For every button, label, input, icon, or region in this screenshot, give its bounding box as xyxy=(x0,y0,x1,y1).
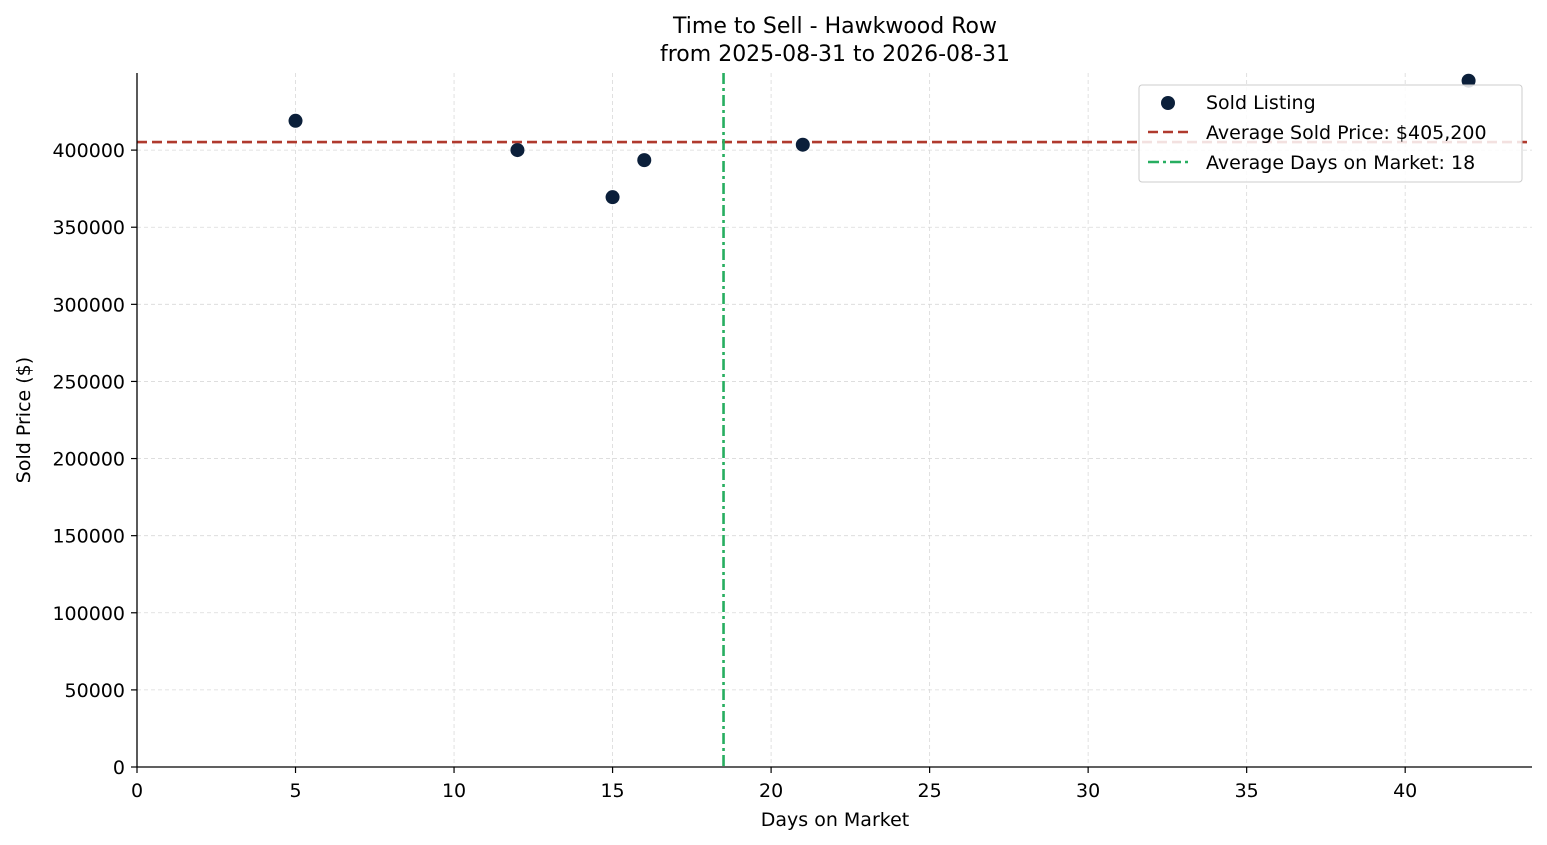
x-tick-label: 30 xyxy=(1076,780,1100,802)
x-tick-label: 40 xyxy=(1393,780,1417,802)
x-ticks: 0 5 10 15 20 25 30 35 40 xyxy=(131,767,1417,802)
x-tick-label: 10 xyxy=(442,780,466,802)
x-axis-label: Days on Market xyxy=(761,809,909,831)
grid xyxy=(137,73,1532,767)
x-tick-label: 20 xyxy=(759,780,783,802)
y-ticks: 0 50000 100000 150000 200000 250000 300000 3500… xyxy=(52,140,137,779)
x-tick-label: 35 xyxy=(1235,780,1259,802)
data-point xyxy=(288,113,303,128)
chart-title: Time to Sell - Hawkwood Row xyxy=(672,14,997,39)
x-tick-label: 5 xyxy=(289,780,301,802)
legend-label-avg-price: Average Sold Price: $405,200 xyxy=(1206,122,1487,144)
y-tick-label: 150000 xyxy=(52,526,125,548)
y-tick-label: 50000 xyxy=(65,680,125,702)
data-point xyxy=(510,143,525,158)
legend-marker-sold-listing xyxy=(1161,96,1175,110)
y-axis-label: Sold Price ($) xyxy=(13,357,35,483)
y-tick-label: 400000 xyxy=(52,140,125,162)
data-points xyxy=(288,73,1476,205)
x-tick-label: 0 xyxy=(131,780,143,802)
y-tick-label: 0 xyxy=(113,757,125,779)
data-point xyxy=(1461,73,1476,88)
y-tick-label: 250000 xyxy=(52,371,125,393)
axes xyxy=(136,73,1532,768)
data-point xyxy=(795,137,810,152)
x-tick-label: 15 xyxy=(600,780,624,802)
y-tick-label: 200000 xyxy=(52,449,125,471)
legend-label-sold-listing: Sold Listing xyxy=(1206,92,1316,114)
legend: Sold Listing Average Sold Price: $405,20… xyxy=(1138,84,1523,183)
y-tick-label: 350000 xyxy=(52,217,125,239)
y-tick-label: 100000 xyxy=(52,603,125,625)
legend-label-avg-days: Average Days on Market: 18 xyxy=(1206,152,1475,174)
chart-subtitle: from 2025-08-31 to 2026-08-31 xyxy=(660,42,1010,67)
x-tick-label: 25 xyxy=(918,780,942,802)
y-tick-label: 300000 xyxy=(52,294,125,316)
data-point xyxy=(605,190,620,205)
legend-box xyxy=(1138,84,1523,183)
data-point xyxy=(637,153,652,168)
